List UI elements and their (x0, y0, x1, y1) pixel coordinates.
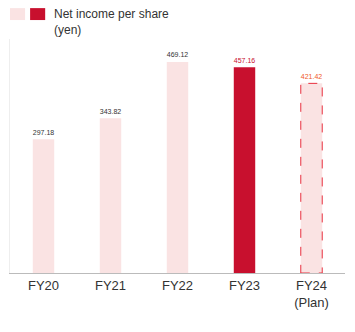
svg-text:343.82: 343.82 (100, 108, 122, 115)
svg-text:297.18: 297.18 (33, 129, 55, 136)
svg-text:Net income per share(yen): Net income per share(yen) (54, 7, 169, 37)
svg-text:FY21: FY21 (95, 278, 126, 293)
svg-text:421.42: 421.42 (301, 73, 323, 80)
svg-text:FY23: FY23 (229, 278, 260, 293)
svg-text:457.16: 457.16 (234, 57, 256, 64)
svg-text:FY22: FY22 (162, 278, 193, 293)
svg-text:FY20: FY20 (28, 278, 59, 293)
svg-text:469.12: 469.12 (167, 51, 189, 58)
svg-text:FY24(Plan): FY24(Plan) (294, 278, 329, 310)
